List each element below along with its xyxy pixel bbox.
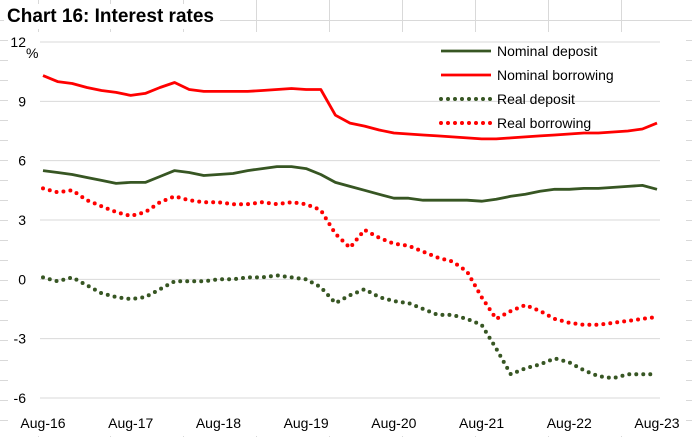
y-tick-label: 3 xyxy=(18,212,26,228)
x-tick-label: Aug-21 xyxy=(459,415,504,431)
x-tick-label: Aug-20 xyxy=(371,415,416,431)
x-tick-label: Aug-22 xyxy=(547,415,592,431)
series-line-nominal-deposit xyxy=(42,165,658,203)
y-tick-label: 0 xyxy=(18,271,26,287)
y-tick-label: 12 xyxy=(10,34,26,50)
y-tick-label: -6 xyxy=(14,390,27,406)
legend-label: Real deposit xyxy=(497,91,575,107)
x-tick-label: Aug-23 xyxy=(634,415,679,431)
series-line-real-borrowing xyxy=(41,186,659,327)
y-tick-labels: 12 9 6 3 0 -3 -6 xyxy=(10,34,26,406)
y-axis-unit: % xyxy=(26,45,38,61)
series-line-nominal-borrowing xyxy=(42,74,658,141)
legend-label: Nominal borrowing xyxy=(497,67,614,83)
y-tick-label: 6 xyxy=(18,153,26,169)
x-tick-label: Aug-18 xyxy=(196,415,241,431)
chart-title: Chart 16: Interest rates xyxy=(4,4,220,29)
x-tick-label: Aug-17 xyxy=(108,415,153,431)
series-lines xyxy=(41,74,659,381)
legend-label: Nominal deposit xyxy=(497,43,597,59)
y-tick-label: -3 xyxy=(14,331,27,347)
plot-background xyxy=(8,32,686,436)
legend: Nominal deposit Nominal borrowing Real dep… xyxy=(439,43,614,131)
series-line-real-deposit xyxy=(41,273,659,381)
x-tick-labels: Aug-16 Aug-17 Aug-18 Aug-19 Aug-20 Aug-21 Aug-… xyxy=(20,415,679,431)
legend-label: Real borrowing xyxy=(497,115,591,131)
x-tick-label: Aug-19 xyxy=(284,415,329,431)
y-gridlines xyxy=(40,41,660,399)
y-tick-label: 9 xyxy=(18,93,26,109)
x-tick-label: Aug-16 xyxy=(20,415,65,431)
